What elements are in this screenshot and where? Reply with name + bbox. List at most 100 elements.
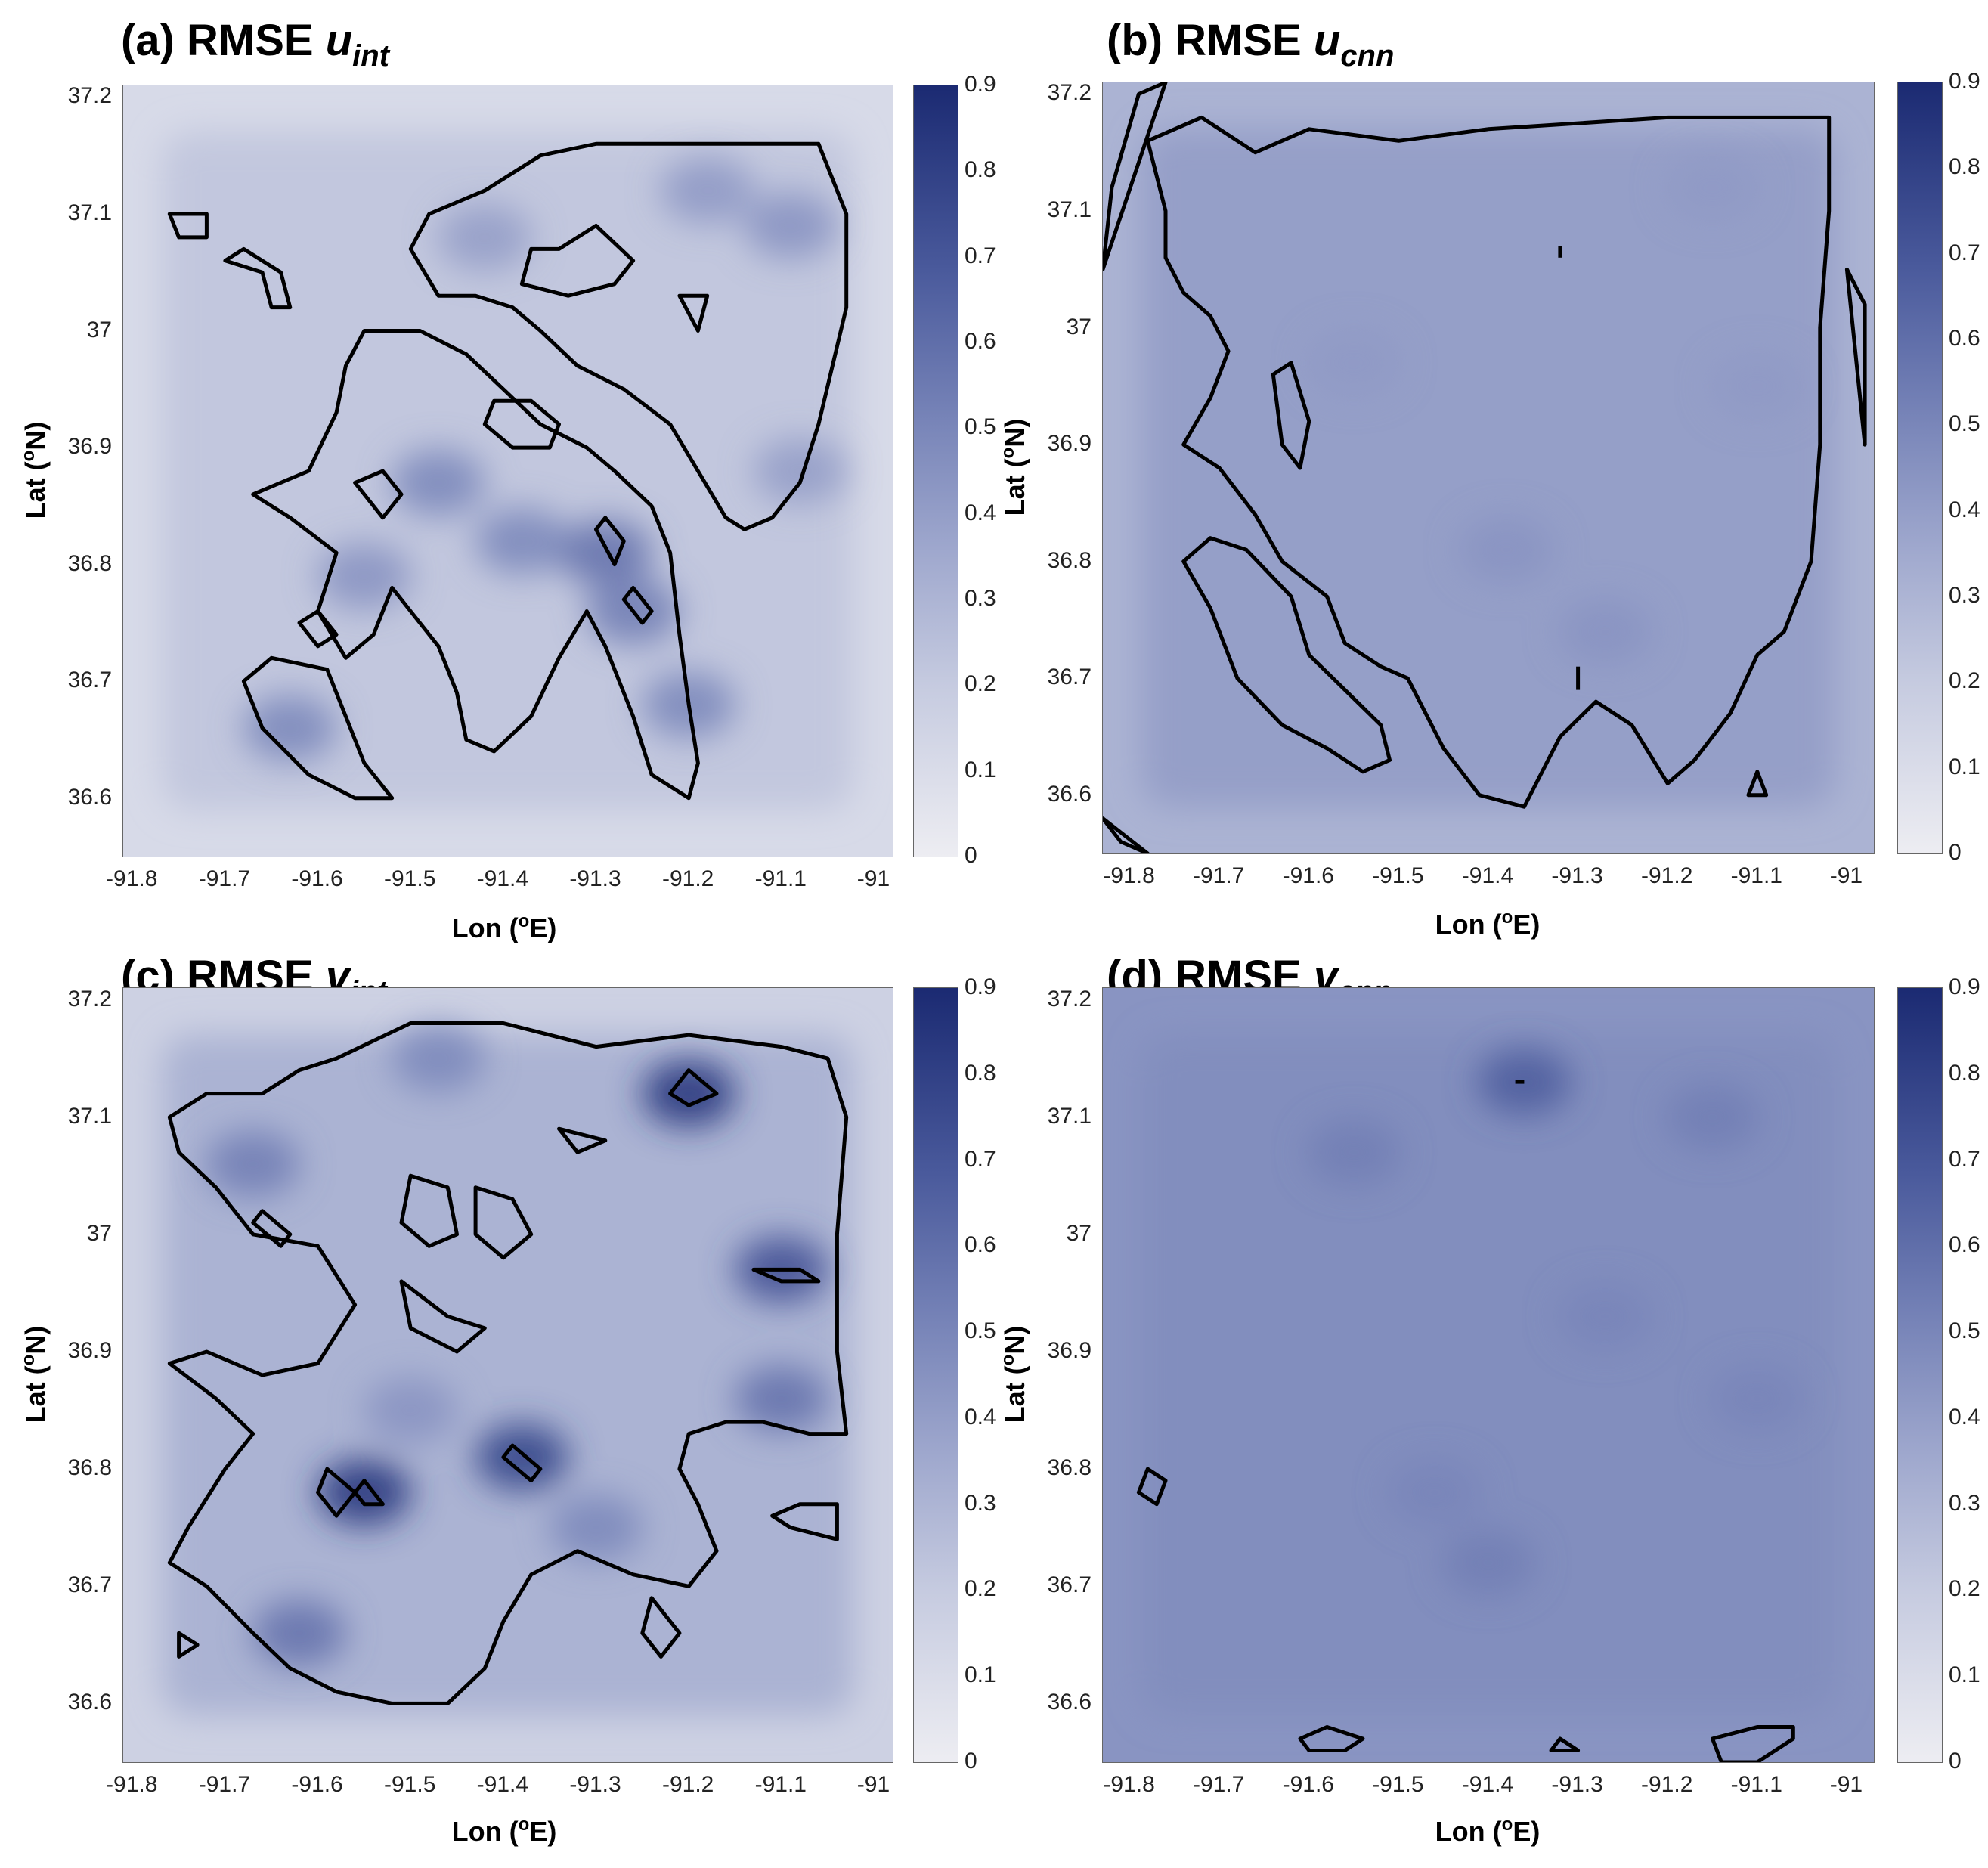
rmse-hotspot bbox=[252, 1600, 347, 1667]
rmse-hotspot bbox=[1307, 329, 1401, 396]
contour-line bbox=[353, 469, 404, 520]
rmse-hotspot bbox=[317, 543, 411, 610]
rmse-hotspot bbox=[1558, 1283, 1652, 1350]
contour-line bbox=[251, 329, 700, 801]
y-axis-label: Lat (oN) bbox=[998, 419, 1031, 516]
x-tick-label: -91.7 bbox=[1192, 863, 1245, 888]
contour-line bbox=[251, 1209, 293, 1248]
x-axis-label-degree: o bbox=[1501, 1814, 1513, 1835]
y-tick-label: 36.7 bbox=[67, 1572, 112, 1598]
contour-line bbox=[1711, 1725, 1795, 1762]
panel-title: (a) RMSE uint bbox=[121, 15, 389, 73]
colorbar bbox=[1897, 82, 1943, 854]
contour-line bbox=[316, 1467, 358, 1518]
x-tick-label: -91.8 bbox=[106, 1772, 158, 1797]
rmse-hotspot bbox=[1710, 1365, 1804, 1433]
x-tick-label: -91.7 bbox=[198, 866, 251, 891]
rmse-hotspot bbox=[1459, 516, 1553, 584]
colorbar-tick-label: 0.4 bbox=[965, 500, 996, 525]
colorbar-tick-label: 0.9 bbox=[1949, 974, 1980, 999]
rmse-hotspot bbox=[475, 507, 569, 575]
rmse-hotspot bbox=[549, 1494, 643, 1561]
y-axis-label-unit: N) bbox=[20, 1325, 51, 1355]
contour-line bbox=[399, 1279, 487, 1354]
y-tick-label: 36.8 bbox=[67, 1455, 112, 1481]
y-tick-label: 36.8 bbox=[67, 550, 112, 576]
y-axis-label-unit: N) bbox=[999, 1325, 1030, 1355]
colorbar bbox=[1897, 987, 1943, 1763]
y-tick-label: 37.1 bbox=[67, 200, 112, 225]
contour-line bbox=[473, 1185, 534, 1260]
y-tick-label: 36.7 bbox=[67, 668, 112, 693]
heatmap-svg bbox=[1103, 988, 1874, 1762]
contour-line bbox=[519, 224, 636, 298]
heatmap-svg bbox=[1103, 82, 1874, 853]
x-axis-label-text: Lon ( bbox=[451, 912, 519, 943]
y-tick-label: 36.8 bbox=[1047, 547, 1092, 573]
colorbar-tick-label: 0.2 bbox=[1949, 1576, 1980, 1602]
rmse-hotspot bbox=[392, 1025, 486, 1092]
contour-line bbox=[557, 1126, 608, 1154]
x-tick-label: -91.7 bbox=[198, 1772, 251, 1797]
y-axis-label-text: Lat ( bbox=[999, 1365, 1030, 1423]
contour-line bbox=[1103, 82, 1168, 271]
contour-line bbox=[353, 1479, 385, 1507]
contour-line bbox=[1549, 1736, 1581, 1752]
x-axis-label: Lon (oE) bbox=[452, 911, 557, 944]
rmse-hotspot bbox=[734, 1365, 828, 1433]
x-tick-label: -91.1 bbox=[754, 1772, 807, 1797]
y-tick-label: 36.6 bbox=[67, 784, 112, 810]
x-tick-label: -91.4 bbox=[476, 1772, 529, 1797]
x-tick-label: -91.4 bbox=[1461, 1772, 1514, 1797]
colorbar-tick-label: 0.1 bbox=[1949, 754, 1980, 779]
y-tick-label: 36.6 bbox=[67, 1690, 112, 1715]
y-tick-label: 37.2 bbox=[1047, 986, 1092, 1011]
colorbar-tick-label: 0 bbox=[1949, 840, 1962, 865]
colorbar-tick-label: 0.6 bbox=[1949, 1232, 1980, 1258]
heatmap-plot-area bbox=[122, 85, 893, 857]
x-tick-label: -91.7 bbox=[1192, 1772, 1245, 1797]
contour-line bbox=[408, 141, 849, 531]
heatmap-svg bbox=[123, 988, 893, 1762]
rmse-hotspot bbox=[206, 1130, 300, 1197]
colorbar-tick-label: 0 bbox=[965, 843, 977, 868]
rmse-hotspot bbox=[1441, 1529, 1535, 1597]
x-tick-label: -91 bbox=[856, 1772, 890, 1797]
y-tick-label: 36.9 bbox=[67, 434, 112, 460]
colorbar-tick-label: 0.7 bbox=[965, 243, 996, 268]
y-tick-label: 36.8 bbox=[1047, 1455, 1092, 1481]
contour-line bbox=[640, 1596, 682, 1659]
contour-line bbox=[1746, 770, 1769, 798]
contour-line bbox=[594, 516, 626, 567]
x-axis-label-text: Lon ( bbox=[451, 1816, 519, 1847]
variable-subscript: int bbox=[352, 39, 390, 73]
x-tick-label: -91.1 bbox=[1730, 863, 1783, 888]
rmse-hotspot bbox=[1307, 1119, 1401, 1186]
y-tick-label: 37 bbox=[86, 317, 112, 342]
y-tick-label: 36.9 bbox=[1047, 431, 1092, 457]
x-tick-label: -91.6 bbox=[291, 866, 343, 891]
y-tick-label: 37 bbox=[86, 1220, 112, 1246]
heatmap-plot-area bbox=[1102, 987, 1875, 1763]
x-tick-label: -91.6 bbox=[291, 1772, 343, 1797]
x-tick-label: -91.6 bbox=[1282, 863, 1334, 888]
variable-symbol: u bbox=[325, 16, 353, 65]
y-tick-label: 37.2 bbox=[1047, 80, 1092, 106]
y-axis-label-text: Lat ( bbox=[999, 458, 1030, 516]
x-tick-label: -91.2 bbox=[661, 1772, 714, 1797]
panel-label: (a) RMSE bbox=[121, 16, 314, 65]
x-tick-label: -91.1 bbox=[1730, 1772, 1783, 1797]
x-axis-label-unit: E) bbox=[529, 1816, 557, 1847]
x-tick-label: -91.5 bbox=[1372, 863, 1424, 888]
colorbar-tick-label: 0.9 bbox=[965, 974, 996, 999]
x-axis-label-degree: o bbox=[518, 911, 530, 931]
variable-subscript: cnn bbox=[1340, 39, 1395, 73]
y-tick-label: 36.6 bbox=[1047, 781, 1092, 807]
x-axis-label-text: Lon ( bbox=[1435, 1816, 1502, 1847]
colorbar-tick-label: 0.1 bbox=[965, 757, 996, 782]
colorbar-tick-label: 0.6 bbox=[965, 329, 996, 354]
x-tick-label: -91.3 bbox=[569, 1772, 621, 1797]
rmse-hotspot bbox=[642, 1060, 736, 1127]
y-axis-label-degree: o bbox=[18, 1354, 39, 1366]
x-tick-label: -91.2 bbox=[661, 866, 714, 891]
